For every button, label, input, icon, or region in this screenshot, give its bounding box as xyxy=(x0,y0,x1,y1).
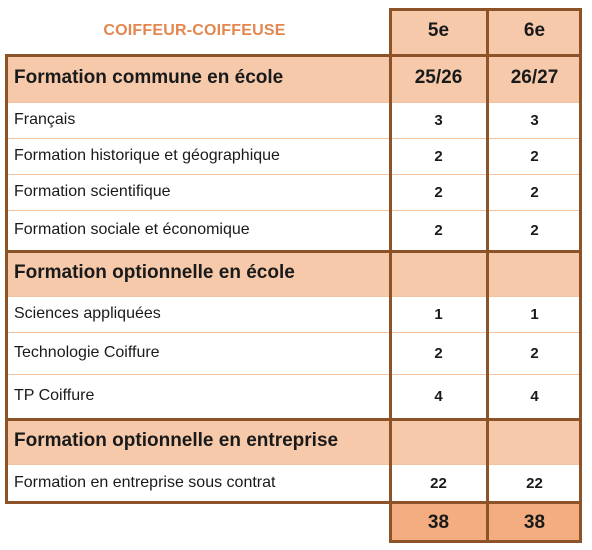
section-border xyxy=(5,418,582,421)
subject-label: Technologie Coiffure xyxy=(14,344,160,361)
section-hours-5e xyxy=(390,418,487,464)
subject-label: Formation sociale et économique xyxy=(14,221,250,238)
body-bottom-border xyxy=(5,501,582,504)
column-header-6e: 6e xyxy=(487,8,582,54)
section-hours-5e: 25/26 xyxy=(390,54,487,102)
hours-5e: 2 xyxy=(434,221,443,239)
hours-5e: 4 xyxy=(434,387,443,405)
row-divider xyxy=(5,296,582,297)
header-bottom-border xyxy=(390,54,582,57)
hours-5e: 22 xyxy=(430,474,447,492)
row-divider xyxy=(5,332,582,333)
hours-5e: 2 xyxy=(434,344,443,362)
hours-6e: 2 xyxy=(530,221,539,239)
section-border xyxy=(5,54,582,57)
hours-5e: 2 xyxy=(434,183,443,201)
section-label: Formation optionnelle en école xyxy=(5,250,390,296)
row-divider xyxy=(5,464,582,465)
col-border-2 xyxy=(486,8,489,543)
hours-6e: 22 xyxy=(526,474,543,492)
row-divider xyxy=(5,102,582,103)
section-hours-6e xyxy=(487,250,582,296)
section-label: Formation optionnelle en entreprise xyxy=(5,418,390,464)
section-label: Formation commune en école xyxy=(5,54,390,102)
subject-label: TP Coiffure xyxy=(14,387,95,404)
row-divider xyxy=(5,138,582,139)
hours-6e: 1 xyxy=(530,305,539,323)
row-divider xyxy=(5,374,582,375)
row-divider xyxy=(5,174,582,175)
hours-6e: 2 xyxy=(530,344,539,362)
hours-5e: 2 xyxy=(434,147,443,165)
hours-6e: 3 xyxy=(530,111,539,129)
hours-5e: 3 xyxy=(434,111,443,129)
col-border-1 xyxy=(389,8,392,543)
column-header-5e: 5e xyxy=(390,8,487,54)
row-divider xyxy=(5,210,582,211)
section-hours-5e xyxy=(390,250,487,296)
total-5e: 38 xyxy=(390,502,487,543)
right-border xyxy=(579,8,582,543)
hours-5e: 1 xyxy=(434,305,443,323)
left-border xyxy=(5,54,8,504)
subject-label: Formation historique et géographique xyxy=(14,147,280,164)
total-6e: 38 xyxy=(487,502,582,543)
hours-6e: 4 xyxy=(530,387,539,405)
section-hours-6e: 26/27 xyxy=(487,54,582,102)
hours-6e: 2 xyxy=(530,147,539,165)
subject-label: Français xyxy=(14,111,76,128)
section-hours-6e xyxy=(487,418,582,464)
section-border xyxy=(5,250,582,253)
subject-label: Sciences appliquées xyxy=(14,305,161,322)
subject-label: Formation en entreprise sous contrat xyxy=(14,474,276,491)
page-title: COIFFEUR-COIFFEUSE xyxy=(103,22,286,39)
subject-label: Formation scientifique xyxy=(14,183,171,200)
hours-6e: 2 xyxy=(530,183,539,201)
